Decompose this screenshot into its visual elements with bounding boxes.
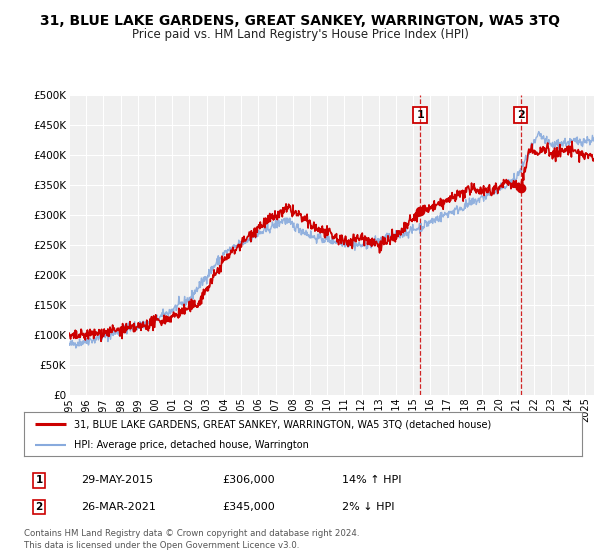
- Text: 2% ↓ HPI: 2% ↓ HPI: [342, 502, 395, 512]
- Text: 29-MAY-2015: 29-MAY-2015: [81, 475, 153, 486]
- Text: 1: 1: [416, 110, 424, 120]
- Text: 26-MAR-2021: 26-MAR-2021: [81, 502, 156, 512]
- Text: Contains HM Land Registry data © Crown copyright and database right 2024.: Contains HM Land Registry data © Crown c…: [24, 529, 359, 538]
- Text: Price paid vs. HM Land Registry's House Price Index (HPI): Price paid vs. HM Land Registry's House …: [131, 28, 469, 41]
- Text: 1: 1: [35, 475, 43, 486]
- Text: 2: 2: [35, 502, 43, 512]
- Text: 31, BLUE LAKE GARDENS, GREAT SANKEY, WARRINGTON, WA5 3TQ: 31, BLUE LAKE GARDENS, GREAT SANKEY, WAR…: [40, 14, 560, 28]
- Text: HPI: Average price, detached house, Warrington: HPI: Average price, detached house, Warr…: [74, 440, 309, 450]
- Text: This data is licensed under the Open Government Licence v3.0.: This data is licensed under the Open Gov…: [24, 542, 299, 550]
- Text: 2: 2: [517, 110, 524, 120]
- Text: £345,000: £345,000: [222, 502, 275, 512]
- Text: 31, BLUE LAKE GARDENS, GREAT SANKEY, WARRINGTON, WA5 3TQ (detached house): 31, BLUE LAKE GARDENS, GREAT SANKEY, WAR…: [74, 419, 491, 429]
- Text: £306,000: £306,000: [222, 475, 275, 486]
- Text: 14% ↑ HPI: 14% ↑ HPI: [342, 475, 401, 486]
